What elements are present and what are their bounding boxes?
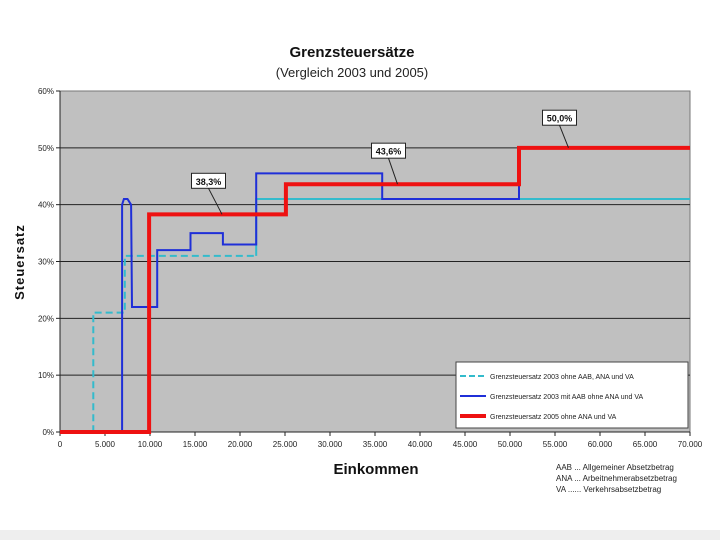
series-line-2003-mit-aab (121, 147, 520, 432)
y-tick-label: 10% (38, 371, 54, 380)
x-tick-label: 60.000 (588, 440, 613, 449)
y-tick-label: 50% (38, 144, 54, 153)
bottom-band (0, 530, 720, 540)
x-tick-label: 20.000 (228, 440, 253, 449)
annotation-callout: 38,3% (191, 172, 226, 215)
x-tick-label: 25.000 (273, 440, 298, 449)
y-axis-label: Steuersatz (12, 224, 27, 300)
x-tick-label: 5.000 (95, 440, 116, 449)
legend-box (455, 361, 689, 429)
annotation-leader (208, 188, 223, 215)
x-tick-label: 30.000 (318, 440, 343, 449)
x-tick-label: 40.000 (408, 440, 433, 449)
chart-subtitle: (Vergleich 2003 und 2005) (276, 65, 429, 80)
x-tick-label: 0 (58, 440, 63, 449)
y-tick-label: 40% (38, 201, 54, 210)
x-tick-label: 65.000 (633, 440, 658, 449)
legend-label: Grenzsteuersatz 2003 ohne AAB, ANA und V… (490, 374, 634, 381)
annotation-box (542, 109, 577, 126)
annotation-box (191, 172, 226, 189)
y-tick-label: 30% (38, 258, 54, 267)
annotation-box (371, 142, 406, 159)
x-tick-label: 35.000 (363, 440, 388, 449)
footnotes: AAB ... Allgemeiner Absetzbetrag ANA ... … (556, 463, 677, 494)
x-tick-label: 45.000 (453, 440, 478, 449)
x-tick-label: 70.000 (678, 440, 703, 449)
x-axis-label: Einkommen (333, 461, 418, 478)
legend-label: Grenzsteuersatz 2003 mit AAB ohne ANA un… (490, 394, 644, 401)
footnote-line: ANA ... Arbeitnehmerabsetzbetrag (556, 474, 677, 483)
y-tick-label: 0% (42, 428, 54, 437)
y-tick-label: 60% (38, 87, 54, 96)
x-tick-label: 10.000 (138, 440, 163, 449)
annotation-leader (559, 125, 569, 149)
chart-title: Grenzsteuersätze (289, 44, 414, 61)
legend-label: Grenzsteuersatz 2005 ohne ANA und VA (490, 414, 617, 421)
y-tick-label: 20% (38, 314, 54, 323)
footnote-line: AAB ... Allgemeiner Absetzbetrag (556, 463, 674, 472)
legend: Grenzsteuersatz 2003 ohne AAB, ANA und V… (455, 361, 689, 429)
annotation-label: 50,0% (547, 114, 573, 124)
annotation-label: 43,6% (376, 147, 402, 157)
footnote-line: VA ...... Verkehrsabsetzbetrag (556, 485, 661, 494)
annotation-callout: 43,6% (371, 142, 406, 185)
x-tick-label: 15.000 (183, 440, 208, 449)
annotation-callout: 50,0% (542, 109, 577, 149)
plot-area: 0% 10% 20% 30% 40% 50% 60% 0 5.000 10.000 15.000 20… (38, 87, 703, 449)
x-tick-label: 55.000 (543, 440, 568, 449)
series-line-2005 (60, 145, 690, 434)
x-tick-label: 50.000 (498, 440, 523, 449)
annotation-label: 38,3% (196, 177, 222, 187)
annotation-leader (388, 158, 398, 185)
